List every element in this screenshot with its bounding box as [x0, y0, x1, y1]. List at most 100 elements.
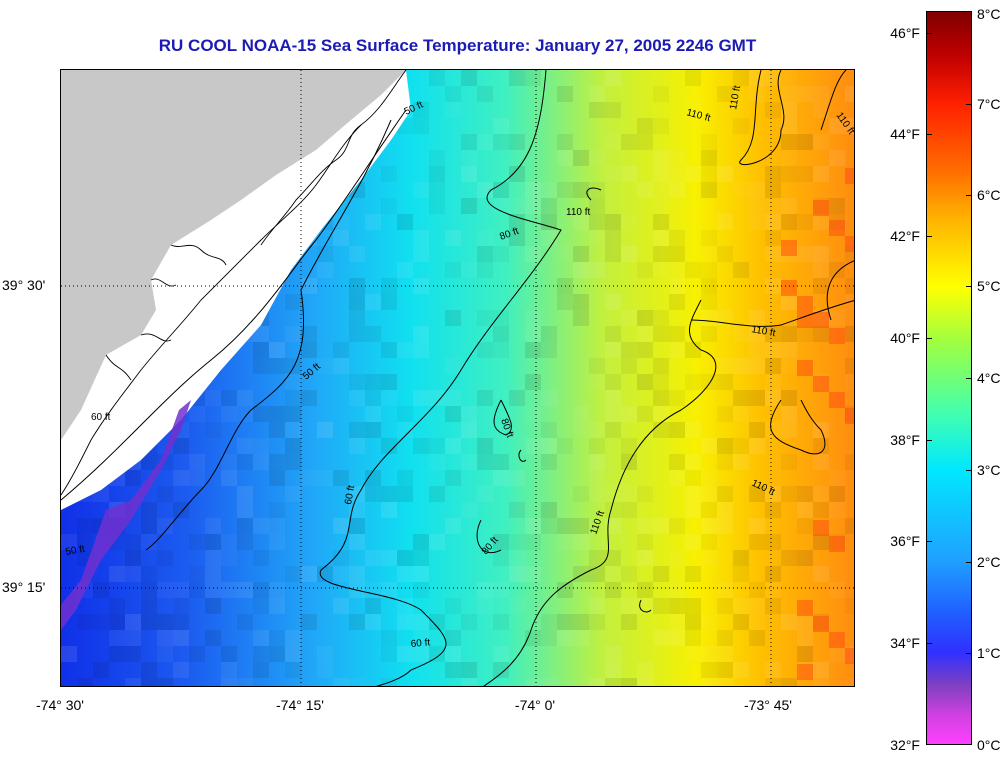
sst-pixel	[461, 198, 477, 214]
sst-pixel	[269, 470, 285, 486]
sst-pixel	[621, 342, 637, 358]
sst-pixel	[653, 86, 669, 102]
sst-pixel	[829, 646, 845, 662]
contour-label: 110 ft	[750, 324, 776, 339]
sst-pixel	[477, 310, 493, 326]
sst-pixel	[557, 182, 573, 198]
sst-pixel	[477, 230, 493, 246]
sst-pixel	[573, 518, 589, 534]
lon-label-74-15: -74° 15'	[276, 697, 324, 713]
sst-pixel	[589, 214, 605, 230]
sst-pixel	[733, 454, 749, 470]
sst-pixel	[557, 150, 573, 166]
sst-pixel	[573, 310, 589, 326]
sst-pixel	[205, 534, 221, 550]
colorbar-f-label: 40°F	[890, 330, 920, 346]
sst-pixel	[125, 550, 141, 566]
sst-pixel	[461, 422, 477, 438]
sst-pixel	[493, 646, 509, 662]
sst-pixel	[557, 294, 573, 310]
sst-pixel	[189, 534, 205, 550]
sst-pixel	[589, 438, 605, 454]
sst-pixel	[365, 406, 381, 422]
sst-pixel	[733, 662, 749, 678]
sst-pixel	[413, 118, 429, 134]
sst-pixel	[157, 486, 173, 502]
sst-pixel	[701, 646, 717, 662]
sst-pixel	[589, 422, 605, 438]
colorbar-tick	[966, 195, 972, 196]
sst-pixel	[109, 630, 125, 646]
sst-pixel	[205, 518, 221, 534]
sst-pixel	[205, 550, 221, 566]
sst-pixel	[157, 678, 173, 686]
sst-pixel	[173, 630, 189, 646]
sst-pixel	[669, 166, 685, 182]
sst-pixel	[109, 598, 125, 614]
sst-pixel	[557, 614, 573, 630]
sst-pixel	[701, 486, 717, 502]
sst-pixel	[685, 374, 701, 390]
sst-pixel	[637, 326, 653, 342]
sst-pixel	[525, 566, 541, 582]
sst-pixel	[509, 70, 525, 86]
sst-pixel	[669, 518, 685, 534]
sst-pixel	[765, 534, 781, 550]
sst-pixel	[349, 614, 365, 630]
sst-pixel	[77, 518, 93, 534]
sst-pixel	[797, 134, 813, 150]
sst-pixel	[429, 390, 445, 406]
sst-pixel	[269, 422, 285, 438]
sst-pixel-warm	[813, 520, 829, 536]
sst-pixel-warm	[829, 328, 845, 344]
sst-pixel	[461, 262, 477, 278]
sst-pixel	[477, 342, 493, 358]
sst-pixel	[285, 294, 301, 310]
sst-pixel	[205, 582, 221, 598]
colorbar-tick	[926, 33, 932, 34]
sst-pixel	[141, 518, 157, 534]
sst-pixel	[221, 534, 237, 550]
sst-pixel	[781, 358, 797, 374]
sst-pixel	[653, 262, 669, 278]
sst-pixel	[189, 566, 205, 582]
sst-pixel	[365, 550, 381, 566]
sst-pixel	[365, 582, 381, 598]
sst-pixel	[317, 662, 333, 678]
sst-pixel	[829, 150, 845, 166]
sst-pixel	[637, 134, 653, 150]
sst-pixel	[637, 342, 653, 358]
sst-pixel	[429, 438, 445, 454]
sst-pixel	[605, 502, 621, 518]
sst-pixel	[669, 246, 685, 262]
colorbar-f-label: 44°F	[890, 126, 920, 142]
colorbar-f-label: 46°F	[890, 25, 920, 41]
coastal-purple-strip	[61, 400, 191, 630]
sst-pixel	[813, 134, 829, 150]
colorbar-tick	[966, 562, 972, 563]
sst-pixel	[797, 214, 813, 230]
sst-pixel	[109, 614, 125, 630]
sst-pixel	[493, 470, 509, 486]
sst-pixel	[605, 566, 621, 582]
sst-pixel	[301, 614, 317, 630]
lon-label-74-30: -74° 30'	[36, 697, 84, 713]
sst-pixel	[125, 630, 141, 646]
sst-pixel	[477, 598, 493, 614]
coastline	[61, 70, 407, 496]
sst-pixel	[189, 582, 205, 598]
sst-pixel	[621, 406, 637, 422]
sst-pixel	[493, 614, 509, 630]
sst-pixel	[781, 198, 797, 214]
sst-pixel	[781, 134, 797, 150]
sst-pixel	[285, 662, 301, 678]
sst-pixel	[781, 486, 797, 502]
sst-pixel	[605, 662, 621, 678]
sst-pixel	[797, 502, 813, 518]
sst-pixel	[525, 678, 541, 686]
sst-map: 50 ft 50 ft 50 ft 60 ft 60 ft 60 ft 80 ft 80 ft…	[60, 69, 855, 687]
contour-50ft	[61, 109, 407, 501]
sst-pixel	[445, 358, 461, 374]
sst-pixel	[557, 438, 573, 454]
sst-pixel	[461, 406, 477, 422]
